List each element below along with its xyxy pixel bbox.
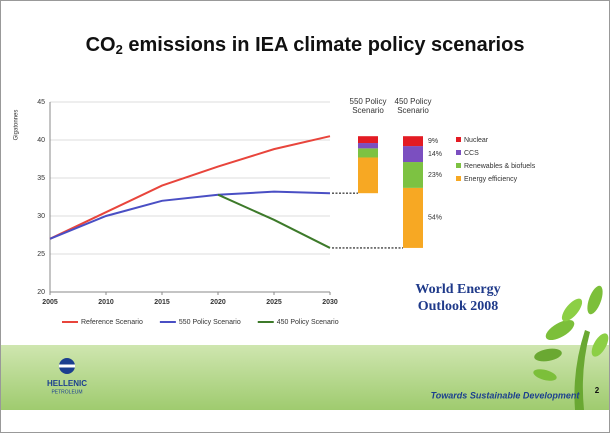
- stack-legend-swatch: [456, 163, 461, 168]
- series-line: [49, 135, 331, 240]
- weo-text: World Energy: [415, 282, 500, 297]
- y-tick-label: 20: [37, 289, 45, 296]
- stack-name: 450 Policy Scenario: [394, 97, 432, 115]
- x-tick-label: 2025: [266, 299, 282, 306]
- series-line: [49, 190, 331, 240]
- stack-segment: [403, 187, 423, 248]
- stack-segment: [403, 162, 423, 188]
- title-subscript: 2: [116, 42, 123, 57]
- x-tick-label: 2005: [42, 299, 58, 306]
- stack-legend-label: Energy efficiency: [464, 176, 518, 183]
- stack-legend-swatch: [456, 150, 461, 155]
- y-tick-label: 25: [37, 251, 45, 258]
- y-axis-label: Gigatonnes: [14, 110, 20, 141]
- stack-legend-swatch: [456, 176, 461, 181]
- x-tick-label: 2030: [322, 299, 338, 306]
- stack-legend-label: Nuclear: [464, 137, 489, 144]
- series-line: [217, 193, 331, 249]
- y-tick-label: 45: [37, 99, 45, 106]
- slogan: Towards Sustainable Development: [431, 390, 581, 400]
- share-label: 9%: [428, 138, 438, 145]
- stack-legend-label: Renewables & biofuels: [464, 163, 536, 170]
- stack-name-box: 450 Policy Scenario: [394, 97, 432, 115]
- x-tick-label: 2015: [154, 299, 170, 306]
- stack-segment: [403, 146, 423, 163]
- title-part: emissions in IEA climate policy scenario…: [123, 34, 525, 56]
- legend-label: Reference Scenario: [81, 319, 143, 326]
- title-part: CO: [86, 34, 116, 56]
- y-tick-label: 40: [37, 137, 45, 144]
- logo: [59, 358, 75, 374]
- share-label: 54%: [428, 215, 442, 222]
- stack-legend-label: CCS: [464, 150, 479, 157]
- page-number: 2: [595, 386, 600, 395]
- slide-title: CO2 emissions in IEA climate policy scen…: [86, 34, 525, 57]
- stack-segment: [358, 143, 378, 149]
- legend-label: 550 Policy Scenario: [179, 319, 241, 326]
- stack-name-box: 550 Policy Scenario: [349, 97, 387, 115]
- y-tick-label: 30: [37, 213, 45, 220]
- weo-text: Outlook 2008: [418, 299, 499, 314]
- share-label: 14%: [428, 151, 442, 158]
- logo-text: PETROLEUM: [51, 389, 82, 395]
- share-label: 23%: [428, 172, 442, 179]
- legend-label: 450 Policy Scenario: [277, 319, 339, 326]
- stack-legend-swatch: [456, 137, 461, 142]
- x-tick-label: 2020: [210, 299, 226, 306]
- stack-segment: [358, 136, 378, 144]
- stack-segment: [403, 136, 423, 147]
- stack-segment: [358, 148, 378, 158]
- y-tick-label: 35: [37, 175, 45, 182]
- tree: [533, 285, 609, 410]
- x-tick-label: 2010: [98, 299, 114, 306]
- footer-band: [1, 345, 609, 410]
- stack-segment: [358, 157, 378, 194]
- stack-name: 550 Policy Scenario: [349, 97, 387, 115]
- logo-text: HELLENIC: [47, 379, 87, 388]
